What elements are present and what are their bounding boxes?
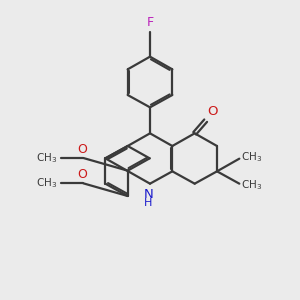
Text: O: O [77, 143, 87, 156]
Text: CH$_3$: CH$_3$ [36, 176, 57, 190]
Text: N: N [143, 188, 153, 201]
Text: CH$_3$: CH$_3$ [241, 178, 262, 192]
Text: O: O [207, 105, 218, 118]
Text: O: O [77, 168, 87, 181]
Text: H: H [144, 198, 152, 208]
Text: F: F [146, 16, 154, 29]
Text: CH$_3$: CH$_3$ [36, 151, 57, 165]
Text: CH$_3$: CH$_3$ [241, 150, 262, 164]
